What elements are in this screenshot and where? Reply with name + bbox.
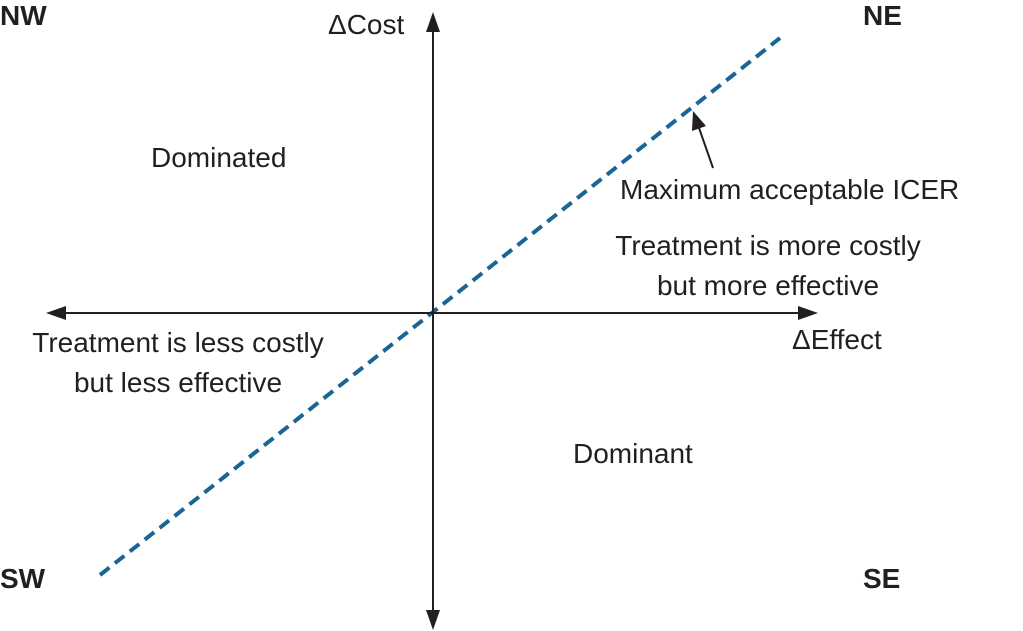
sw-region-label-line2: but less effective <box>74 367 282 398</box>
effect-axis-label: ΔEffect <box>792 324 882 355</box>
quadrant-se-label: SE <box>863 563 900 594</box>
cost-axis-up-arrow <box>426 12 440 32</box>
ne-region-label-line1: Treatment is more costly <box>615 230 920 261</box>
quadrant-ne-label: NE <box>863 0 902 31</box>
quadrant-sw-label: SW <box>0 563 46 594</box>
icer-pointer-line <box>697 124 714 169</box>
cost-axis-label: ΔCost <box>328 9 404 40</box>
effect-axis-right-arrow <box>798 306 818 320</box>
cost-axis-down-arrow <box>426 610 440 630</box>
ne-region-label-line2: but more effective <box>657 270 879 301</box>
quadrant-nw-label: NW <box>0 0 47 31</box>
icer-threshold-line <box>98 36 782 577</box>
icer-label: Maximum acceptable ICER <box>620 174 959 205</box>
effect-axis-left-arrow <box>46 306 66 320</box>
dominant-label: Dominant <box>573 438 693 469</box>
icer-pointer-arrowhead <box>692 111 706 131</box>
dominated-label: Dominated <box>151 142 286 173</box>
sw-region-label-line1: Treatment is less costly <box>32 327 323 358</box>
